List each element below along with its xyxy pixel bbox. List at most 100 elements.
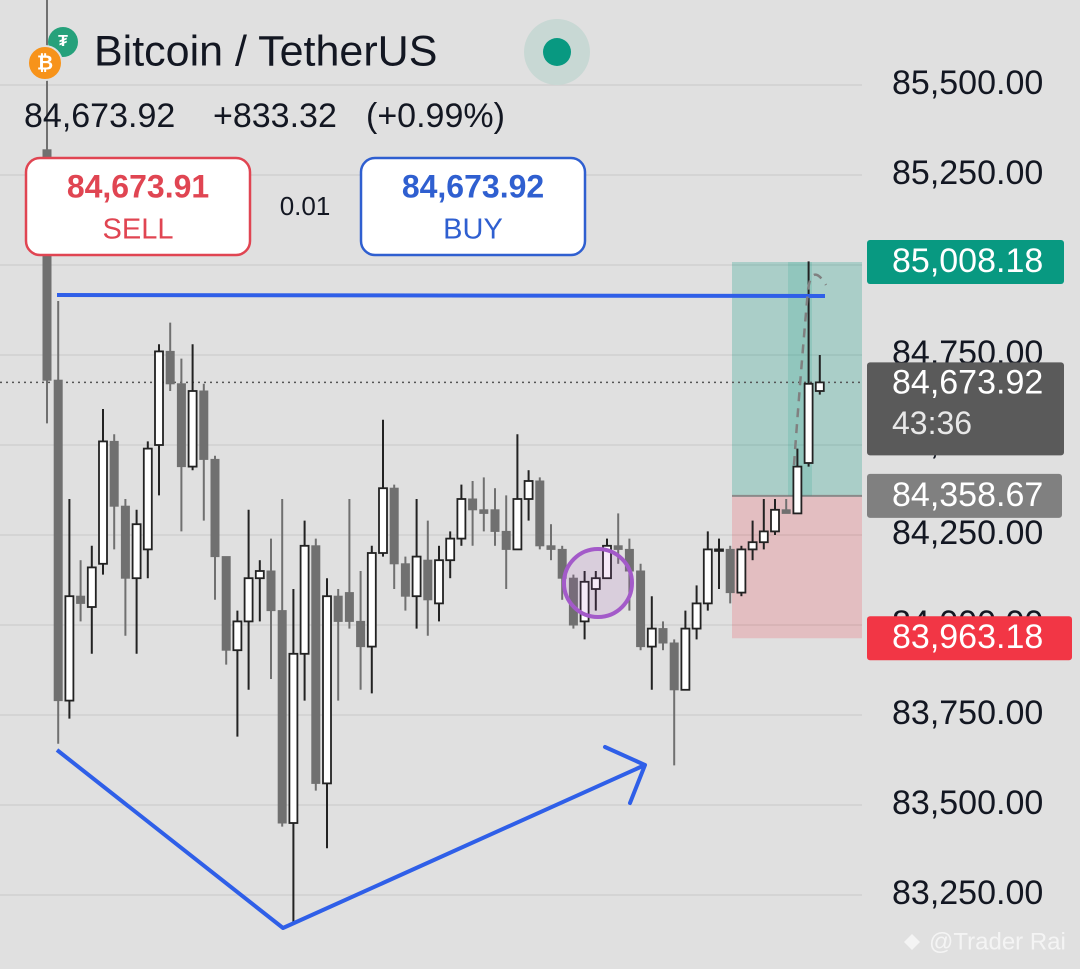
candle-body (199, 390, 209, 460)
candle-body (702, 548, 713, 605)
bar-countdown: 43:36 (892, 405, 972, 441)
candle-body (232, 620, 243, 652)
symbol-title: Bitcoin / TetherUS (94, 27, 437, 75)
y-tick-label: 83,750.00 (892, 694, 1043, 732)
buy-price[interactable]: 84,673.92 (402, 168, 544, 204)
spread: 0.01 (280, 191, 331, 221)
candle-body (411, 555, 422, 598)
price-tag-label: 83,963.18 (892, 618, 1043, 656)
bitcoin-glyph: ₿ (37, 52, 53, 74)
projection-path (792, 273, 828, 466)
candle-body (781, 509, 791, 514)
header: ₮ ₿ Bitcoin / TetherUS 84,673.92 +833.32… (24, 19, 590, 257)
candles (42, 0, 825, 924)
candle-body (389, 487, 399, 565)
price-tag (867, 616, 1072, 661)
candle-body (221, 556, 231, 651)
candle-body (333, 595, 343, 622)
candle-body (356, 620, 366, 648)
candle-body (546, 545, 556, 550)
buy-box[interactable] (359, 156, 587, 257)
drawings (55, 273, 828, 930)
bitcoin-icon (27, 45, 63, 81)
candle-body (400, 563, 410, 597)
sell-box[interactable] (24, 156, 252, 257)
candle-body (266, 570, 276, 612)
candle-body (142, 447, 153, 551)
candle-body (490, 509, 500, 532)
candle-body (187, 390, 198, 468)
candle-body (792, 465, 803, 515)
candle-body (53, 379, 63, 702)
candle-body (434, 559, 444, 605)
trend-arrow (55, 748, 646, 930)
y-tick-label: 84,250.00 (892, 514, 1043, 552)
candle-body (445, 537, 456, 562)
candle-body (210, 458, 220, 558)
price-tag-label: 85,008.18 (892, 242, 1043, 280)
last-price-tag (867, 362, 1064, 456)
candle-body (456, 498, 467, 540)
candle-body (770, 508, 780, 533)
candle-body (512, 498, 523, 551)
candle-body (76, 595, 86, 604)
buy-button[interactable]: 84,673.92 BUY (359, 156, 587, 257)
watermark-icon (904, 934, 920, 950)
tether-glyph: ₮ (58, 33, 68, 50)
candle-body (468, 498, 478, 511)
candle-body (501, 530, 511, 550)
highlight-circle (562, 547, 634, 619)
candle-body (523, 480, 534, 500)
candle-body (758, 530, 769, 544)
watermark: @Trader Rai (904, 928, 1066, 955)
sell-label[interactable]: SELL (103, 214, 174, 246)
candle-body (176, 383, 186, 468)
resistance-line (56, 293, 826, 298)
price-tags: 85,008.18 84,358.67 83,963.18 84,673.92 43:3… (867, 240, 1072, 661)
buy-label[interactable]: BUY (443, 214, 503, 246)
candle-body (98, 440, 108, 565)
price-change: +833.32 (213, 97, 337, 135)
candle-body (243, 577, 254, 623)
arrow-head (603, 745, 647, 805)
last-price-tag-label: 84,673.92 (892, 363, 1043, 401)
price-tag (867, 473, 1062, 518)
candle-body (131, 523, 142, 580)
y-tick-label: 85,250.00 (892, 154, 1043, 192)
last-price: 84,673.92 (24, 97, 175, 135)
candle-body (814, 381, 825, 392)
candle-body (277, 610, 287, 824)
candle-body (86, 566, 97, 608)
candle-body (288, 652, 299, 824)
candle-body (378, 487, 388, 554)
candle-body (725, 548, 735, 594)
candle-body (579, 580, 590, 623)
candle-body (254, 570, 265, 580)
candle-body (658, 628, 668, 644)
candle-body (366, 552, 377, 648)
status-dot (543, 38, 571, 66)
candle-body (691, 602, 702, 630)
candle-body (680, 627, 691, 691)
candle-body (344, 592, 354, 622)
candle-body (109, 440, 119, 507)
y-tick-label: 83,500.00 (892, 784, 1043, 822)
candle-body (423, 559, 433, 601)
candle-body (165, 350, 175, 385)
candle-body (535, 480, 545, 547)
candle-body (714, 548, 724, 552)
price-change-pct: (+0.99%) (366, 97, 505, 135)
candle-body (803, 382, 814, 464)
candle-body (322, 595, 332, 785)
candle-body (479, 509, 489, 514)
y-tick-label: 85,500.00 (892, 64, 1043, 102)
candle-body (747, 541, 758, 551)
candle-body (299, 544, 310, 655)
candle-body (613, 545, 623, 550)
sell-button[interactable]: 84,673.91 SELL (24, 156, 252, 257)
watermark-text: @Trader Rai (929, 928, 1066, 955)
candle-body (120, 505, 130, 579)
candle-body (154, 350, 164, 446)
sell-price[interactable]: 84,673.91 (67, 168, 209, 204)
candle-body (311, 545, 321, 784)
